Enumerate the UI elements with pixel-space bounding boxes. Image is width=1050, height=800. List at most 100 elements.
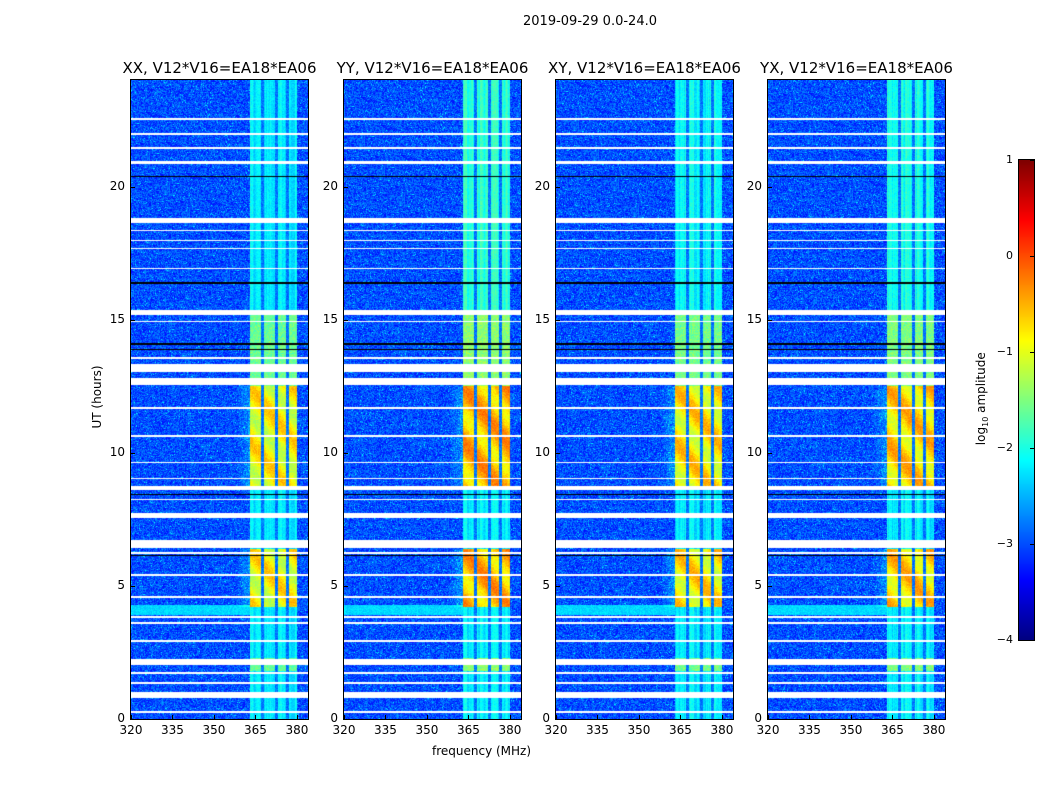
y-tick-mark <box>131 585 135 587</box>
x-tick-mark <box>680 715 682 719</box>
y-tick-mark <box>131 319 135 321</box>
y-tick-label: 15 <box>746 311 762 326</box>
x-tick-label: 335 <box>586 723 609 737</box>
x-tick-mark <box>213 715 215 719</box>
spectrogram-heatmap <box>767 79 946 720</box>
colorbar-tick-mark <box>1030 352 1034 353</box>
y-tick-label: 15 <box>109 311 125 326</box>
y-axis-label: UT (hours) <box>90 365 104 429</box>
y-tick-mark <box>556 585 560 587</box>
colorbar-tick-label: 0 <box>1006 249 1013 262</box>
x-tick-label: 380 <box>285 723 309 737</box>
y-tick-label: 20 <box>746 178 762 193</box>
y-tick-mark <box>556 186 560 188</box>
colorbar-label: log10 amplitude <box>973 352 991 446</box>
y-tick-mark <box>768 186 772 188</box>
y-tick-label: 5 <box>117 577 125 592</box>
y-tick-label: 5 <box>330 577 338 592</box>
y-tick-label: 10 <box>322 444 338 459</box>
x-tick-label: 365 <box>244 723 267 737</box>
x-axis-label: frequency (MHz) <box>432 744 532 758</box>
y-tick-label: 10 <box>109 444 125 459</box>
colorbar-tick-mark <box>1030 160 1034 161</box>
x-tick-label: 380 <box>498 723 522 737</box>
x-tick-label: 335 <box>161 723 184 737</box>
x-tick-mark <box>892 715 894 719</box>
y-tick-mark <box>768 585 772 587</box>
x-tick-label: 350 <box>839 723 863 737</box>
y-tick-mark <box>556 319 560 321</box>
x-tick-mark <box>131 715 132 719</box>
colorbar-label-sub: 10 <box>981 416 991 427</box>
colorbar-tick-mark <box>1030 640 1034 641</box>
panel-title: XX, V12*V16=EA18*EA06 <box>122 59 317 77</box>
y-tick-mark <box>131 719 135 720</box>
x-tick-mark <box>809 715 811 719</box>
x-tick-mark <box>597 715 599 719</box>
colorbar-tick-mark <box>1030 256 1034 257</box>
y-tick-label: 5 <box>754 577 762 592</box>
y-tick-mark <box>768 452 772 454</box>
spectrogram-heatmap <box>130 79 309 720</box>
x-tick-label: 335 <box>374 723 397 737</box>
x-tick-label: 350 <box>627 723 651 737</box>
y-tick-mark <box>344 452 348 454</box>
x-tick-label: 350 <box>202 723 226 737</box>
y-tick-label: 15 <box>322 311 338 326</box>
x-tick-mark <box>933 715 935 719</box>
y-tick-mark <box>344 719 348 720</box>
y-tick-label: 5 <box>542 577 550 592</box>
x-tick-mark <box>255 715 257 719</box>
x-tick-label: 320 <box>119 723 143 737</box>
x-tick-label: 365 <box>669 723 692 737</box>
colorbar-tick-label: −2 <box>996 441 1013 454</box>
figure-title: 2019-09-29 0.0-24.0 <box>523 14 657 29</box>
y-tick-label: 20 <box>109 178 125 193</box>
y-tick-label: 10 <box>534 444 550 459</box>
x-tick-mark <box>721 715 723 719</box>
x-tick-mark <box>172 715 174 719</box>
x-tick-mark <box>468 715 470 719</box>
y-tick-mark <box>344 186 348 188</box>
panel-title: XY, V12*V16=EA18*EA06 <box>548 59 741 77</box>
colorbar-tick-label: −4 <box>996 633 1013 646</box>
x-tick-mark <box>850 715 852 719</box>
y-tick-label: 0 <box>117 711 125 725</box>
x-tick-label: 380 <box>710 723 734 737</box>
colorbar-label-base: log <box>973 426 988 446</box>
x-tick-mark <box>426 715 428 719</box>
x-tick-mark <box>768 715 769 719</box>
y-tick-mark <box>768 719 772 720</box>
y-tick-mark <box>344 585 348 587</box>
x-tick-label: 320 <box>332 723 356 737</box>
y-tick-label: 10 <box>746 444 762 459</box>
y-tick-label: 0 <box>754 711 762 725</box>
y-tick-mark <box>556 719 560 720</box>
x-tick-label: 350 <box>415 723 439 737</box>
y-tick-mark <box>131 452 135 454</box>
colorbar <box>1018 159 1035 641</box>
y-tick-label: 0 <box>330 711 338 725</box>
x-tick-mark <box>385 715 387 719</box>
colorbar-tick-label: 1 <box>1006 153 1013 166</box>
x-tick-label: 320 <box>756 723 780 737</box>
y-tick-label: 0 <box>542 711 550 725</box>
x-tick-label: 365 <box>457 723 480 737</box>
x-tick-mark <box>296 715 298 719</box>
colorbar-tick-label: −3 <box>996 537 1013 550</box>
x-tick-label: 320 <box>544 723 568 737</box>
panel-title: YX, V12*V16=EA18*EA06 <box>760 59 953 77</box>
x-tick-mark <box>344 715 345 719</box>
x-tick-label: 335 <box>798 723 821 737</box>
colorbar-label-rest: amplitude <box>973 352 988 417</box>
y-tick-mark <box>556 452 560 454</box>
spectrogram-heatmap <box>343 79 522 720</box>
y-tick-mark <box>344 319 348 321</box>
colorbar-tick-mark <box>1030 448 1034 449</box>
y-tick-mark <box>768 319 772 321</box>
y-tick-label: 20 <box>322 178 338 193</box>
x-tick-mark <box>556 715 557 719</box>
y-tick-label: 20 <box>534 178 550 193</box>
colorbar-tick-label: −1 <box>996 345 1013 358</box>
colorbar-tick-mark <box>1030 544 1034 545</box>
